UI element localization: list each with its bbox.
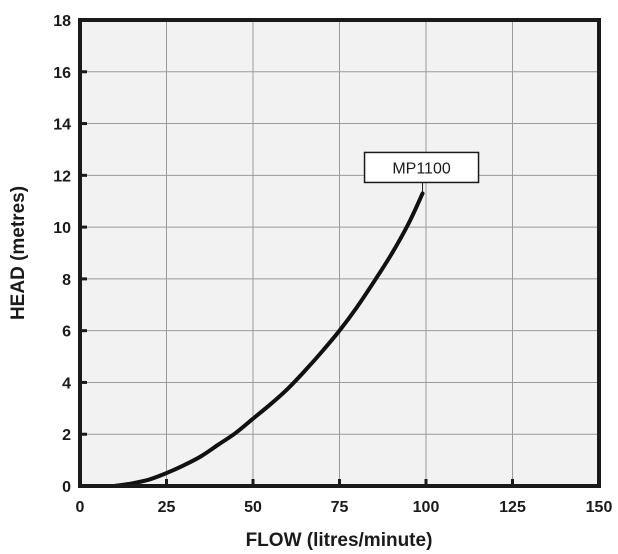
y-tick-label-5: 10 xyxy=(53,220,71,237)
x-axis-title: FLOW (litres/minute) xyxy=(246,530,433,551)
y-tick-label-3: 6 xyxy=(62,324,71,341)
y-tick-label-7: 14 xyxy=(53,117,71,134)
x-tick-label-4: 100 xyxy=(413,499,440,516)
y-tick-label-4: 8 xyxy=(62,272,71,289)
x-tick-label-5: 125 xyxy=(499,499,526,516)
series-label-0: MP1100 xyxy=(392,160,451,177)
y-tick-label-0: 0 xyxy=(62,479,71,496)
y-tick-label-9: 18 xyxy=(53,13,71,30)
annotations: MP1100 xyxy=(363,151,480,194)
y-tick-label-6: 12 xyxy=(53,168,71,185)
plot-frame xyxy=(78,18,601,488)
y-tick-label-2: 4 xyxy=(62,375,71,392)
y-tick-label-1: 2 xyxy=(62,427,71,444)
x-tick-label-6: 150 xyxy=(586,499,613,516)
x-tick-label-0: 0 xyxy=(76,499,85,516)
x-tick-label-2: 50 xyxy=(244,499,262,516)
y-axis-title: HEAD (metres) xyxy=(8,186,29,320)
y-tick-labels: 0 2 4 6 8 10 12 14 16 18 xyxy=(53,13,71,496)
series-label-box-0 xyxy=(363,151,480,184)
y-tick-label-8: 16 xyxy=(53,65,71,82)
series-line-0 xyxy=(112,191,425,488)
x-tick-labels: 0 25 50 75 100 125 150 xyxy=(76,499,613,516)
series-group xyxy=(112,191,425,488)
x-tick-label-3: 75 xyxy=(331,499,349,516)
x-tick-label-1: 25 xyxy=(158,499,176,516)
